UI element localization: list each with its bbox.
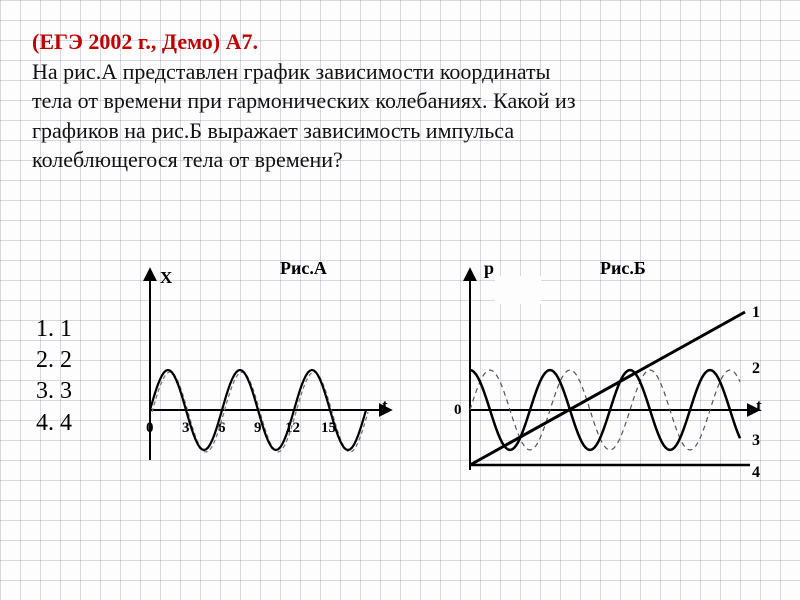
fig-b-curve-1 xyxy=(470,312,745,465)
fig-b-white-patch xyxy=(495,276,541,304)
figure-svg xyxy=(0,240,800,540)
question-block: (ЕГЭ 2002 г., Демо) A7. На рис.А предста… xyxy=(0,0,800,174)
question-body-2: тела от времени при гармонических колеба… xyxy=(32,87,768,115)
question-title: (ЕГЭ 2002 г., Демо) A7. xyxy=(32,28,768,56)
figures-area: Рис.А X t 0 3 6 9 12 15 Рис.Б p t 0 1 2 … xyxy=(0,240,800,540)
question-body-4: колеблющегося тела от времени? xyxy=(32,146,768,174)
question-body-3: графиков на рис.Б выражает зависимость и… xyxy=(32,117,768,145)
question-body-1: На рис.А представлен график зависимости … xyxy=(32,58,768,86)
fig-a-wave-shadow xyxy=(152,372,368,452)
